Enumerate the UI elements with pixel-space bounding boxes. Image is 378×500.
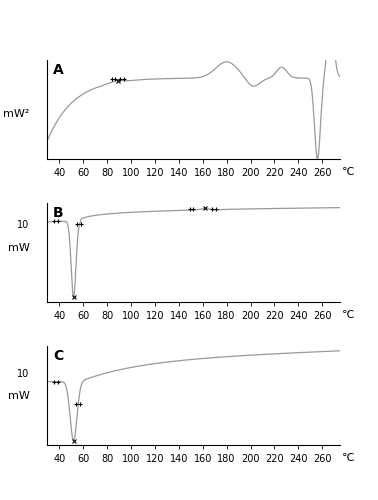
Text: 10: 10 (17, 220, 29, 230)
Text: mW: mW (8, 390, 29, 400)
Text: mW²: mW² (3, 110, 29, 120)
Text: A: A (53, 63, 64, 77)
Text: C: C (53, 349, 64, 363)
Text: ℃: ℃ (342, 453, 354, 463)
Text: B: B (53, 206, 64, 220)
Text: ℃: ℃ (342, 166, 354, 176)
Text: mW: mW (8, 242, 29, 252)
Text: 10: 10 (17, 369, 29, 379)
Text: ℃: ℃ (342, 310, 354, 320)
